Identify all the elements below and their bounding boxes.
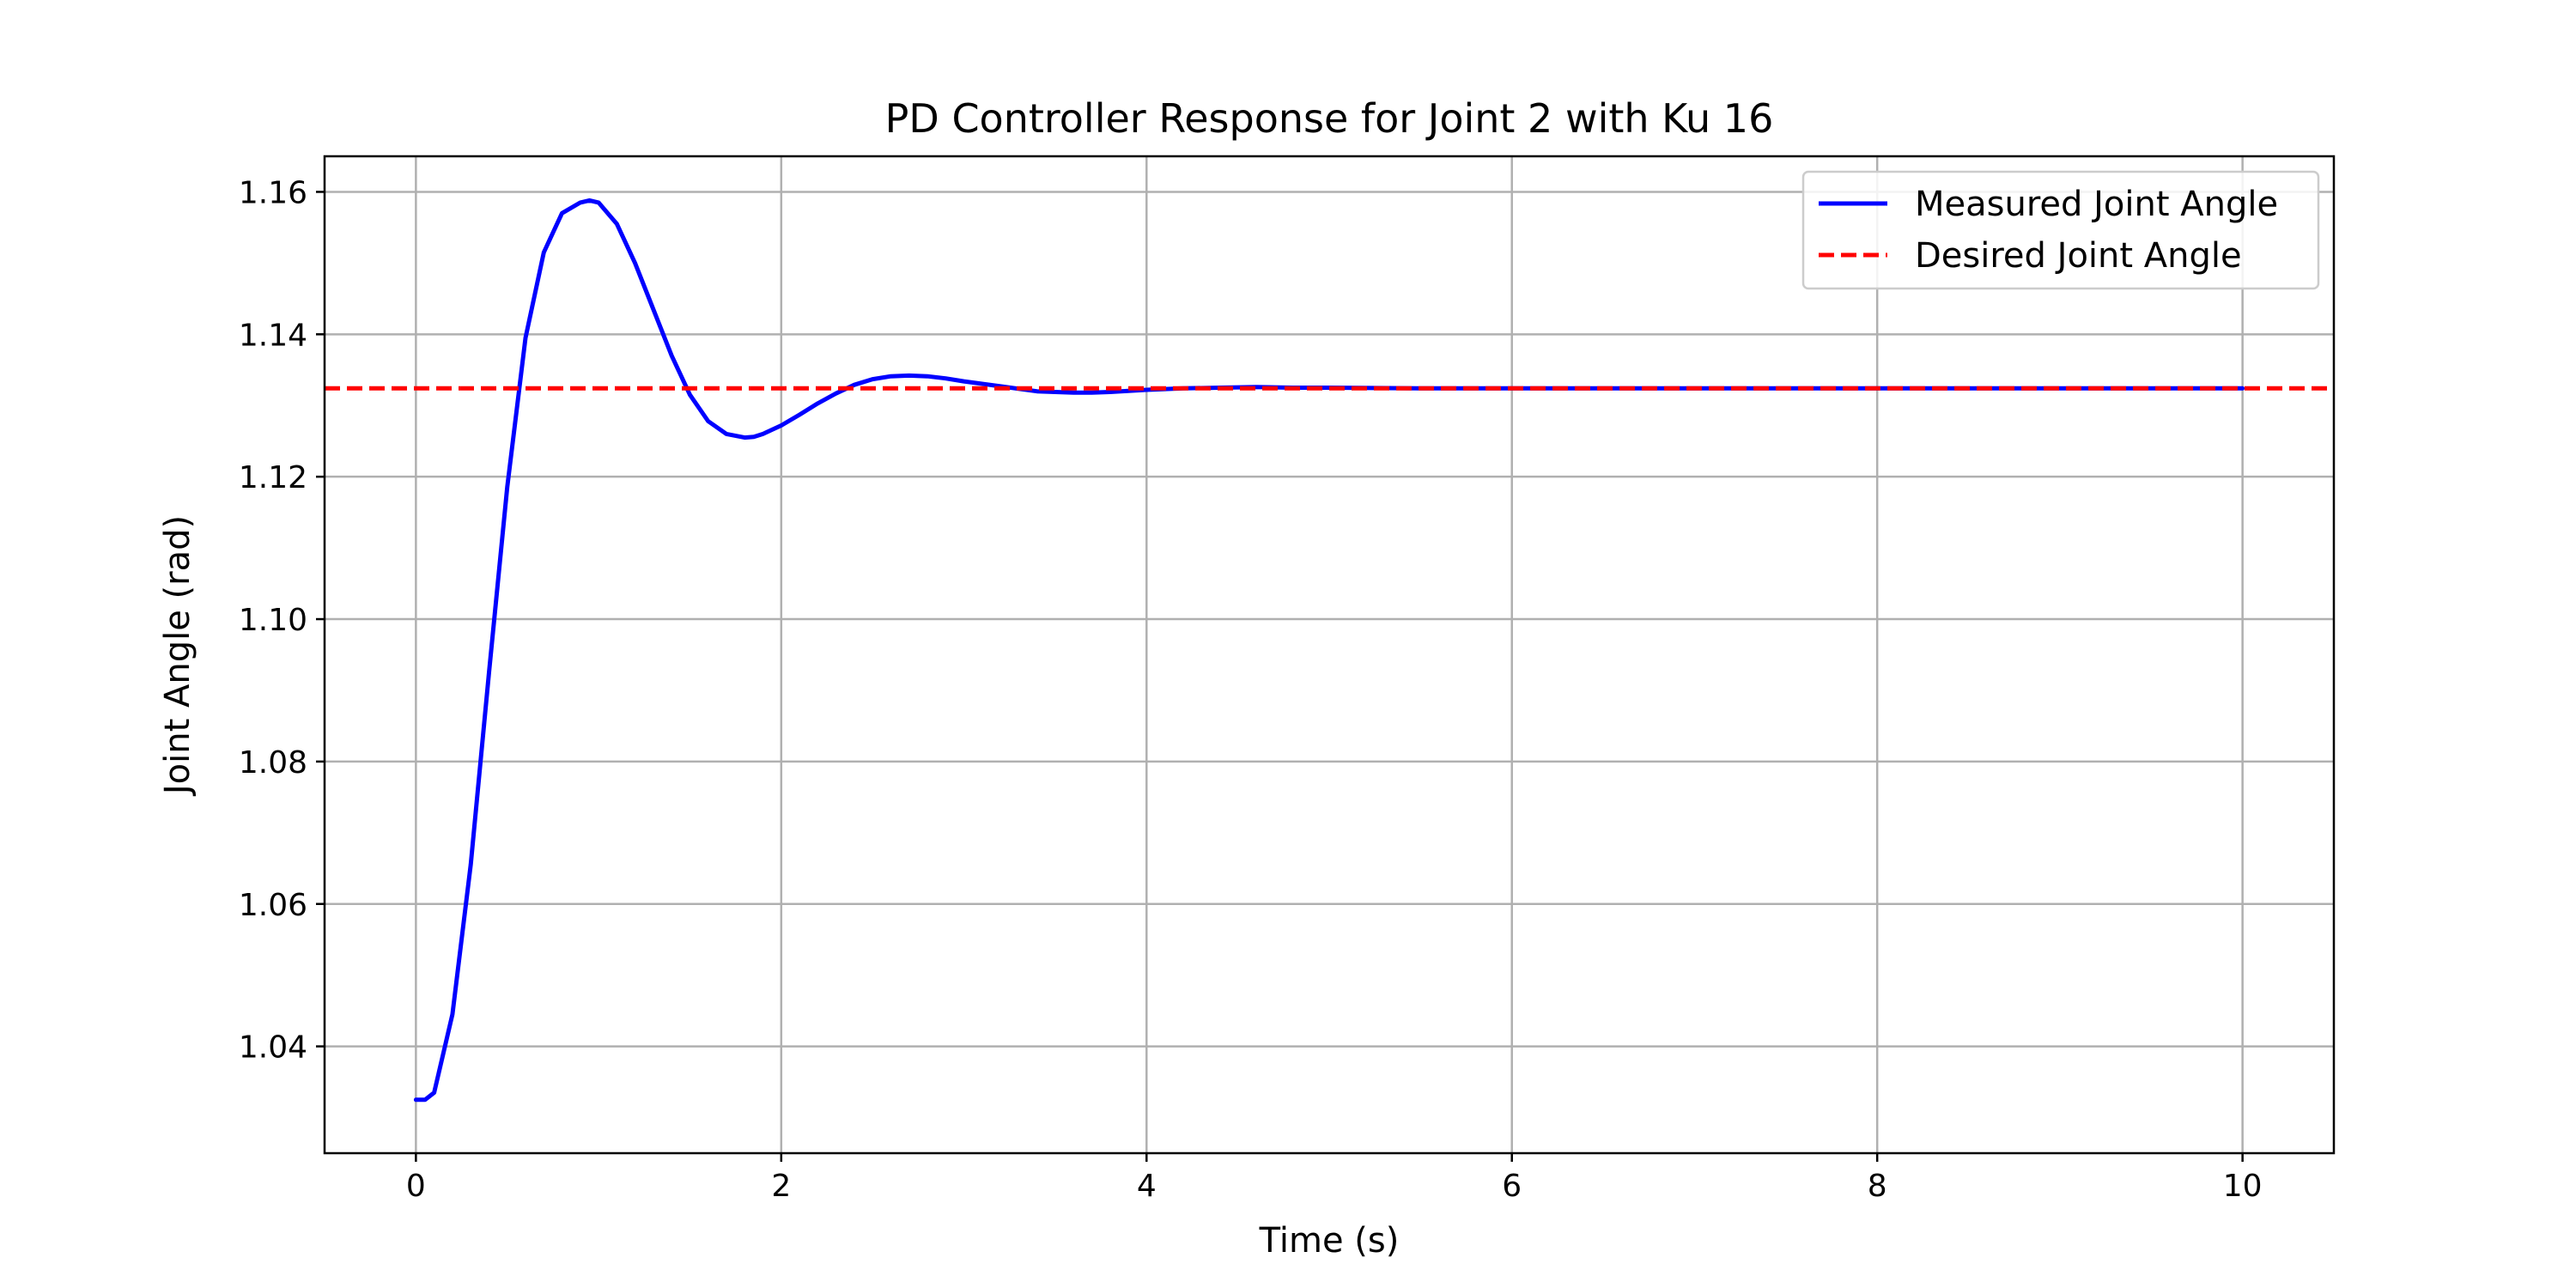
x-tick-label: 10 — [2223, 1169, 2263, 1204]
legend-label-measured: Measured Joint Angle — [1915, 185, 2278, 224]
plot-frame — [323, 155, 2336, 1155]
y-tick-label: 1.12 — [239, 460, 307, 495]
legend: Measured Joint Angle Desired Joint Angle — [1801, 170, 2320, 290]
x-tick-label: 6 — [1502, 1169, 1522, 1204]
y-tick-label: 1.04 — [239, 1030, 307, 1066]
y-tick-label: 1.06 — [239, 888, 307, 923]
x-axis-label: Time (s) — [1259, 1221, 1400, 1261]
x-tick-label: 8 — [1868, 1169, 1887, 1204]
y-axis-label: Joint Angle (rad) — [158, 515, 197, 797]
legend-box — [1801, 170, 2320, 290]
y-tick-label: 1.08 — [239, 745, 307, 781]
x-tick-label: 2 — [771, 1169, 791, 1204]
x-tick-label: 0 — [406, 1169, 426, 1204]
y-tick-label: 1.10 — [239, 603, 307, 638]
axis-ticks: 0 2 4 6 8 10 1.04 1.06 1.08 1.10 1.12 1.14 1.16 — [239, 175, 2263, 1204]
y-tick-label: 1.16 — [239, 175, 307, 210]
x-tick-label: 4 — [1137, 1169, 1157, 1204]
chart-title: PD Controller Response for Joint 2 with … — [885, 95, 1774, 142]
grid — [325, 156, 2334, 1153]
legend-label-desired: Desired Joint Angle — [1915, 236, 2242, 276]
plot-series — [325, 197, 2334, 1103]
y-tick-label: 1.14 — [239, 318, 307, 353]
